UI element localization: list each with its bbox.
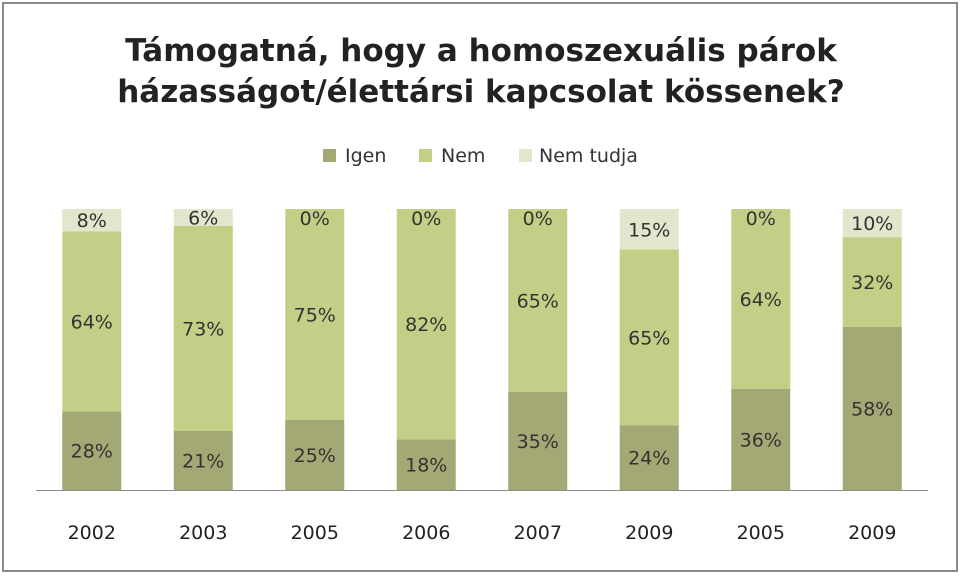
data-label-1-2: 75% [294, 304, 336, 326]
data-label-0-1: 21% [182, 450, 224, 472]
x-tick-label-5: 2009 [625, 522, 673, 544]
bar-segment-0-5 [619, 425, 679, 490]
x-tick-label-6: 2005 [737, 522, 785, 544]
data-label-2-5: 15% [628, 219, 670, 241]
bar-segment-1-5 [619, 249, 679, 426]
data-label-1-0: 64% [71, 311, 113, 333]
data-label-2-6: 0% [746, 208, 776, 230]
data-label-0-3: 18% [405, 455, 447, 477]
x-tick-label-0: 2002 [68, 522, 116, 544]
legend: Igen Nem Nem tudja [323, 145, 638, 167]
data-label-2-4: 0% [523, 208, 553, 230]
data-label-2-7: 10% [851, 213, 893, 235]
bar-segment-1-6 [731, 209, 791, 389]
x-tick-label-2: 2005 [291, 522, 339, 544]
bar-segment-2-7 [842, 209, 902, 238]
data-label-2-0: 8% [77, 210, 107, 232]
data-label-1-1: 73% [182, 318, 224, 340]
x-tick-label-3: 2006 [402, 522, 450, 544]
bar-segment-0-0 [62, 411, 122, 490]
bar-segment-0-1 [173, 430, 233, 490]
bar-segment-1-2 [285, 209, 345, 420]
x-tick-label-4: 2007 [514, 522, 562, 544]
data-label-1-7: 32% [851, 272, 893, 294]
legend-swatch-0 [323, 149, 336, 162]
bar-segment-1-0 [62, 231, 122, 412]
data-label-0-2: 25% [294, 445, 336, 467]
legend-label-0: Igen [345, 145, 386, 167]
legend-label-2: Nem tudja [539, 145, 638, 167]
bar-segment-0-2 [285, 419, 345, 490]
legend-swatch-1 [419, 149, 432, 162]
data-label-2-3: 0% [411, 208, 441, 230]
data-label-0-4: 35% [517, 431, 559, 453]
data-label-1-6: 64% [740, 289, 782, 311]
bar-segment-0-6 [731, 388, 791, 490]
chart-title-line-2: házasságot/élettársi kapcsolat kössenek? [117, 74, 845, 110]
chart-title-line-1: Támogatná, hogy a homoszexuális párok [125, 33, 838, 69]
data-label-0-7: 58% [851, 399, 893, 421]
data-label-0-6: 36% [740, 429, 782, 451]
bar-segment-1-1 [173, 225, 233, 431]
bar-segment-1-7 [842, 237, 902, 328]
data-label-1-5: 65% [628, 327, 670, 349]
data-label-0-5: 24% [628, 448, 670, 470]
x-tick-label-7: 2009 [848, 522, 896, 544]
legend-label-1: Nem [441, 145, 485, 167]
data-label-2-1: 6% [188, 207, 218, 229]
bar-segment-1-3 [396, 209, 456, 440]
plot-area: 28% 64% 8% 2002 21% 73% 6% 2003 25% 75% 0% 2005 18% 8… [36, 207, 928, 544]
data-label-1-3: 82% [405, 314, 447, 336]
x-tick-label-1: 2003 [179, 522, 227, 544]
bar-segment-0-4 [508, 391, 568, 490]
bar-segment-2-5 [619, 209, 679, 250]
bar-segment-2-1 [173, 209, 233, 226]
bar-segment-0-7 [842, 327, 902, 490]
bar-segment-0-3 [396, 439, 456, 490]
bar-segment-2-0 [62, 209, 122, 232]
data-label-0-0: 28% [71, 441, 113, 463]
data-label-2-2: 0% [300, 208, 330, 230]
bar-segment-1-4 [508, 209, 568, 392]
data-label-1-4: 65% [517, 290, 559, 312]
legend-swatch-2 [519, 149, 532, 162]
